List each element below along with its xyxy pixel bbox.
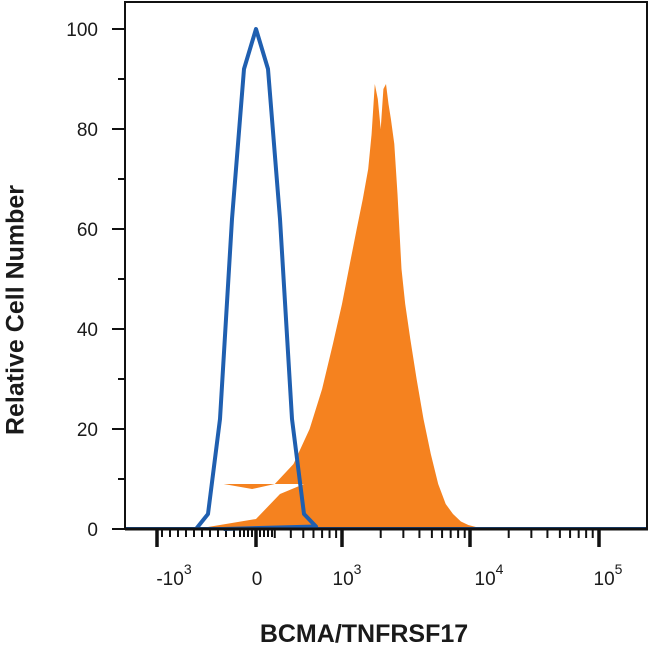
y-axis-label: Relative Cell Number [1,184,30,436]
y-tick-label: 80 [77,120,98,141]
histogram-fill-series [196,84,490,529]
y-tick-label: 100 [66,20,98,41]
x-axis-ticks [155,529,601,547]
y-tick-label: 20 [77,420,98,441]
y-tick-label: 40 [77,320,98,341]
x-tick-label: 103 [333,561,362,590]
x-tick-label: 105 [594,561,623,590]
y-tick-label: 0 [87,520,98,541]
y-tick-labels: 0 20 40 60 80 100 [66,20,98,541]
x-axis-label: BCMA/TNFRSF17 [259,620,469,648]
x-tick-label: 104 [475,561,504,590]
series-layer [125,27,648,531]
y-axis-ticks [112,28,125,530]
x-tick-label: 0 [252,569,263,590]
y-tick-label: 60 [77,220,98,241]
x-tick-label: -103 [156,561,191,590]
x-tick-labels: -103 0 103 104 105 [156,561,622,590]
histogram-line-series [194,27,318,531]
